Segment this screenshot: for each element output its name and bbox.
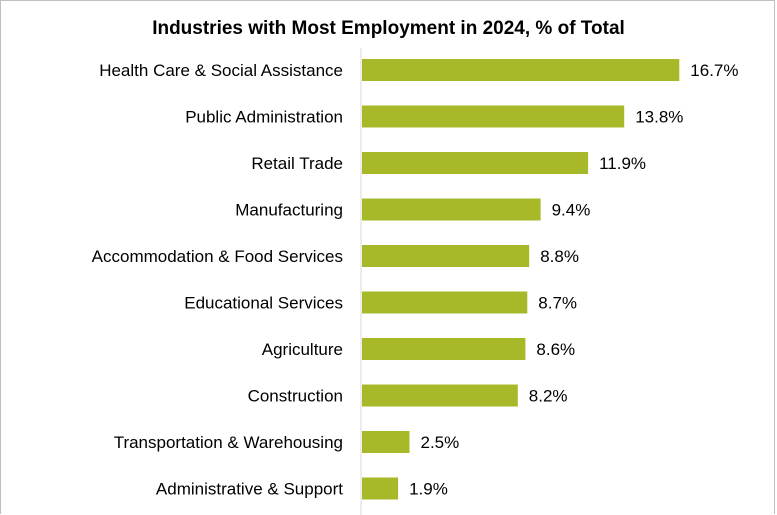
category-label: Transportation & Warehousing <box>114 433 343 452</box>
data-label: 8.7% <box>538 294 577 313</box>
category-label: Educational Services <box>184 294 343 313</box>
category-label: Manufacturing <box>235 201 343 220</box>
category-label: Administrative & Support <box>156 480 343 499</box>
bar <box>362 431 410 453</box>
category-label: Agriculture <box>262 340 343 359</box>
bar <box>362 384 518 407</box>
data-label: 16.7% <box>690 61 738 80</box>
data-label: 8.6% <box>536 340 575 359</box>
bar <box>362 291 528 314</box>
data-label: 11.9% <box>599 154 646 173</box>
category-label: Public Administration <box>185 108 343 127</box>
bar <box>362 245 530 267</box>
category-label: Construction <box>248 387 343 406</box>
data-label: 8.2% <box>529 387 568 406</box>
category-label: Health Care & Social Assistance <box>99 61 343 80</box>
data-label: 8.8% <box>540 247 579 266</box>
bar <box>362 477 399 500</box>
data-label: 9.4% <box>552 201 591 220</box>
bar <box>362 198 541 221</box>
category-label: Accommodation & Food Services <box>92 247 343 266</box>
bar <box>362 105 625 128</box>
data-label: 1.9% <box>409 480 448 499</box>
data-label: 2.5% <box>421 433 460 452</box>
bar <box>362 152 589 174</box>
bar <box>362 59 680 81</box>
bars-group: Health Care & Social Assistance 16.7% Publ… <box>92 59 739 500</box>
chart-title: Industries with Most Employment in 2024,… <box>152 18 625 39</box>
bar <box>362 338 526 360</box>
data-label: 13.8% <box>635 108 683 127</box>
category-label: Retail Trade <box>251 154 343 173</box>
